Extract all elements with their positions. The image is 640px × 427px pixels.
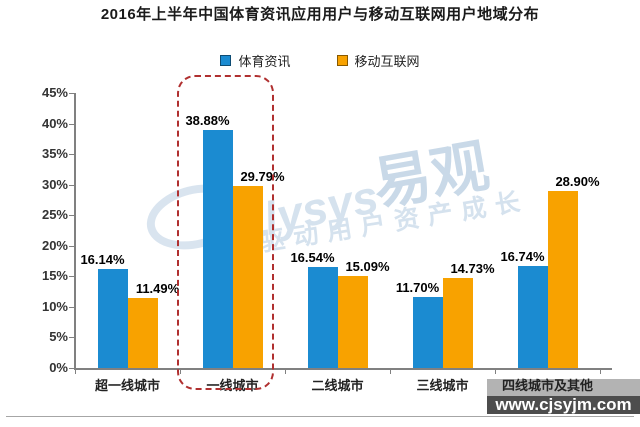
label-backdrop-strip	[487, 379, 640, 396]
y-tick-label: 0%	[49, 360, 68, 375]
bar-体育资讯-二线城市	[307, 266, 338, 368]
site-watermark-text: www.cjsyjm.com	[495, 395, 632, 414]
bottom-divider-line	[6, 416, 634, 417]
legend-item-sports-info: 体育资讯	[220, 51, 291, 70]
y-tick-mark	[69, 337, 74, 339]
legend-item-mobile-internet: 移动互联网	[336, 51, 420, 70]
x-tick-mark	[600, 369, 601, 374]
y-tick-label: 25%	[41, 207, 68, 223]
legend-swatch-orange	[336, 55, 348, 66]
y-tick-mark	[69, 93, 74, 94]
x-tick-mark	[390, 369, 391, 374]
bar-移动互联网-二线城市	[337, 275, 368, 368]
highlight-dashed-box	[177, 75, 274, 390]
y-tick-mark	[69, 123, 74, 125]
bar-体育资讯-超一线城市	[97, 269, 128, 368]
watermark-slogan-text: 驱动用户资产成长	[257, 186, 531, 258]
y-axis-line	[74, 93, 76, 368]
y-tick-label: 45%	[41, 85, 68, 100]
bar-value-label: 28.90%	[555, 174, 600, 190]
legend-swatch-blue	[220, 55, 232, 66]
site-watermark-box: www.cjsyjm.com	[487, 396, 640, 414]
y-tick-mark	[69, 245, 74, 247]
y-tick-mark	[69, 184, 74, 186]
watermark-brand-text: 易观	[368, 133, 494, 218]
bar-value-label: 15.09%	[345, 258, 390, 274]
bar-value-label: 16.54%	[290, 249, 335, 265]
bar-value-label: 11.70%	[395, 279, 440, 295]
bar-移动互联网-超一线城市	[127, 297, 158, 368]
legend: 体育资讯 移动互联网	[40, 51, 600, 70]
x-axis-line	[74, 368, 612, 370]
x-tick-mark	[285, 369, 286, 374]
legend-label-mobile-internet: 移动互联网	[354, 54, 420, 69]
bar-体育资讯-一线城市	[202, 130, 233, 368]
y-tick-mark	[69, 154, 74, 156]
bar-移动互联网-三线城市	[442, 277, 473, 368]
bar-移动互联网-一线城市	[232, 185, 263, 368]
y-tick-mark	[69, 215, 74, 217]
y-tick-mark	[69, 368, 74, 369]
y-tick-label: 5%	[49, 329, 68, 345]
x-category-label: 超一线城市	[94, 378, 161, 393]
bar-value-label: 38.88%	[185, 113, 230, 129]
y-tick-mark	[69, 276, 74, 278]
y-tick-mark	[69, 306, 74, 308]
x-category-label: 二线城市	[311, 378, 364, 393]
chart-title: 2016年上半年中国体育资讯应用用户与移动互联网用户地域分布	[100, 6, 540, 23]
legend-label-sports-info: 体育资讯	[238, 54, 291, 69]
y-tick-label: 30%	[41, 176, 68, 192]
y-tick-label: 35%	[41, 146, 68, 162]
bar-value-label: 16.74%	[500, 248, 545, 264]
bar-value-label: 14.73%	[450, 260, 495, 276]
bar-体育资讯-三线城市	[412, 296, 443, 368]
bar-体育资讯-四线城市及其他	[517, 265, 548, 368]
bar-移动互联网-四线城市及其他	[547, 191, 578, 368]
x-category-label: 四线城市及其他	[501, 378, 594, 393]
y-tick-label: 40%	[41, 115, 68, 131]
y-tick-label: 15%	[41, 268, 68, 284]
y-tick-label: 10%	[41, 298, 68, 314]
x-category-label: 三线城市	[416, 378, 469, 393]
x-tick-mark	[75, 369, 76, 374]
x-tick-mark	[180, 369, 181, 374]
bar-value-label: 11.49%	[135, 280, 180, 296]
y-tick-label: 20%	[41, 237, 68, 253]
bar-value-label: 16.14%	[80, 252, 125, 268]
x-tick-mark	[495, 369, 496, 374]
